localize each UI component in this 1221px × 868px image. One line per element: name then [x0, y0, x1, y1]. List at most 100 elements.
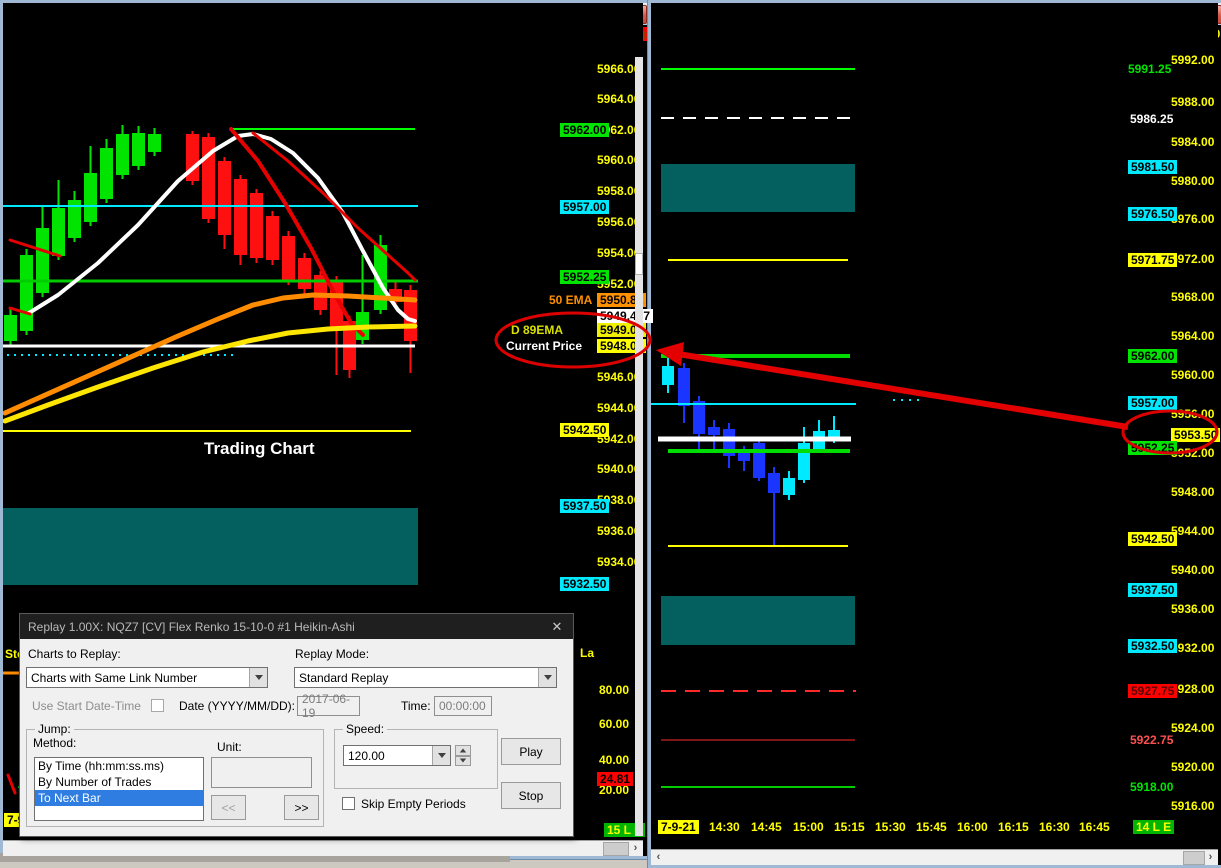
price-badge: 5952.25: [560, 270, 609, 284]
axis-label: 5964.00: [597, 92, 640, 106]
replay-mode-value: Standard Replay: [295, 671, 538, 685]
right-hscroll-thumb[interactable]: [1183, 851, 1205, 865]
axis-label: 5944.00: [597, 401, 640, 415]
axis-label: 5940.00: [1171, 563, 1214, 577]
axis-label: 5918.00: [1130, 780, 1173, 794]
axis-label: Current Price: [506, 339, 582, 353]
right-scroll-right-arrow-icon[interactable]: ›: [1203, 850, 1218, 864]
jump-group-label: Jump:: [35, 722, 74, 736]
left-hscroll-thumb[interactable]: [603, 842, 629, 856]
axis-label: 15:15: [834, 820, 865, 834]
date-field[interactable]: 2017-06-19: [297, 696, 360, 716]
axis-label: 50 EMA: [549, 293, 592, 307]
price-badge: 5962.00: [560, 123, 609, 137]
skip-empty-periods-checkbox[interactable]: [342, 797, 355, 810]
axis-label: 5924.00: [1171, 721, 1214, 735]
axis-label: 5984.00: [1171, 135, 1214, 149]
replay-mode-dropdown[interactable]: Standard Replay: [294, 667, 557, 688]
axis-label: 16:45: [1079, 820, 1110, 834]
left-vertical-scrollbar[interactable]: [635, 57, 643, 836]
date-label: Date (YYYY/MM/DD):: [179, 699, 295, 713]
method-option-selected[interactable]: To Next Bar: [35, 790, 203, 806]
axis-label: 5940.00: [597, 462, 640, 476]
speed-spinner[interactable]: [455, 745, 471, 766]
axis-label: 5960.00: [1171, 368, 1214, 382]
unit-label: Unit:: [217, 740, 242, 754]
stop-button[interactable]: Stop: [501, 782, 561, 809]
axis-label: 14:45: [751, 820, 782, 834]
time-field[interactable]: 00:00:00: [434, 696, 492, 716]
charts-to-replay-dropdown[interactable]: Charts with Same Link Number: [26, 667, 268, 688]
use-start-datetime-label: Use Start Date-Time: [32, 699, 141, 713]
speed-dropdown[interactable]: 120.00: [343, 745, 451, 766]
price-badge: 7-9-21: [658, 820, 699, 834]
axis-label: 5956.00: [1171, 407, 1214, 421]
right-horizontal-scrollbar[interactable]: ‹ ›: [651, 849, 1218, 865]
chart-watermark-title: Trading Chart: [204, 439, 315, 459]
axis-label: 5934.00: [597, 555, 640, 569]
method-option[interactable]: By Number of Trades: [35, 774, 203, 790]
play-button[interactable]: Play: [501, 738, 561, 765]
replay-mode-label: Replay Mode:: [295, 647, 369, 661]
axis-label: 5972.00: [1171, 252, 1214, 266]
axis-label: 5916.00: [1171, 799, 1214, 813]
price-badge: 5932.50: [560, 577, 609, 591]
time-label: Time:: [401, 699, 431, 713]
axis-label: 5920.00: [1171, 760, 1214, 774]
replay-dialog-titlebar[interactable]: Replay 1.00X: NQZ7 [CV] Flex Renko 15-10…: [20, 614, 573, 639]
price-badge: 24.81: [597, 772, 633, 786]
method-option[interactable]: By Time (hh:mm:ss.ms): [35, 758, 203, 774]
replay-dialog-title: Replay 1.00X: NQZ7 [CV] Flex Renko 15-10…: [20, 620, 541, 634]
axis-label: 5992.00: [1171, 53, 1214, 67]
axis-label: 15:00: [793, 820, 824, 834]
axis-label: 16:00: [957, 820, 988, 834]
price-badge: 5937.50: [560, 499, 609, 513]
price-badge: 5981.50: [1128, 160, 1177, 174]
price-badge: 5937.50: [1128, 583, 1177, 597]
axis-label: 5956.00: [597, 215, 640, 229]
left-scroll-right-arrow-icon[interactable]: ›: [628, 841, 643, 855]
axis-label: 5960.00: [597, 153, 640, 167]
replay-dialog: Replay 1.00X: NQZ7 [CV] Flex Renko 15-10…: [19, 613, 574, 837]
axis-label: 5948.00: [1171, 485, 1214, 499]
dropdown-arrow-icon[interactable]: [538, 668, 556, 687]
price-badge: 5942.50: [1128, 532, 1177, 546]
spinner-up-icon[interactable]: [455, 745, 471, 756]
price-badge: 5957.00: [560, 200, 609, 214]
axis-label: 5922.75: [1130, 733, 1173, 747]
axis-label: 16:30: [1039, 820, 1070, 834]
axis-label: 5976.00: [1171, 212, 1214, 226]
jump-group: Jump: Method: By Time (hh:mm:ss.ms) By N…: [26, 729, 324, 827]
unit-field[interactable]: [211, 757, 312, 788]
axis-label: 15:30: [875, 820, 906, 834]
price-badge: 5927.75: [1128, 684, 1177, 698]
left-vscroll-thumb[interactable]: [635, 253, 643, 275]
axis-label: La: [580, 646, 594, 660]
dropdown-arrow-icon[interactable]: [432, 746, 450, 765]
right-chart-window: 5 MIN MML Paused 1.00X: NQZ7 [CV] 5 Min …: [648, 0, 1221, 868]
price-badge: 5952.25: [1128, 441, 1177, 455]
axis-label: 5954.00: [597, 246, 640, 260]
axis-label: 5964.00: [1171, 329, 1214, 343]
charts-to-replay-value: Charts with Same Link Number: [27, 671, 249, 685]
speed-group-label: Speed:: [343, 722, 387, 736]
axis-label: 80.00: [599, 683, 629, 697]
jump-back-button[interactable]: <<: [211, 795, 246, 820]
spinner-down-icon[interactable]: [455, 756, 471, 767]
jump-method-listbox[interactable]: By Time (hh:mm:ss.ms) By Number of Trade…: [34, 757, 204, 821]
speed-value: 120.00: [344, 749, 432, 763]
dialog-close-icon[interactable]: ✕: [541, 614, 573, 639]
right-scroll-left-arrow-icon[interactable]: ‹: [651, 850, 666, 864]
axis-label: 5936.00: [1171, 602, 1214, 616]
price-badge: 5957.00: [1128, 396, 1177, 410]
jump-forward-button[interactable]: >>: [284, 795, 319, 820]
dropdown-arrow-icon[interactable]: [249, 668, 267, 687]
use-start-datetime-checkbox[interactable]: [151, 699, 164, 712]
left-horizontal-scrollbar[interactable]: ›: [3, 840, 643, 856]
price-badge: 5942.50: [560, 423, 609, 437]
axis-label: 15:45: [916, 820, 947, 834]
axis-label: 40.00: [599, 753, 629, 767]
axis-label: 5968.00: [1171, 290, 1214, 304]
price-badge: 5949.467: [597, 309, 653, 323]
